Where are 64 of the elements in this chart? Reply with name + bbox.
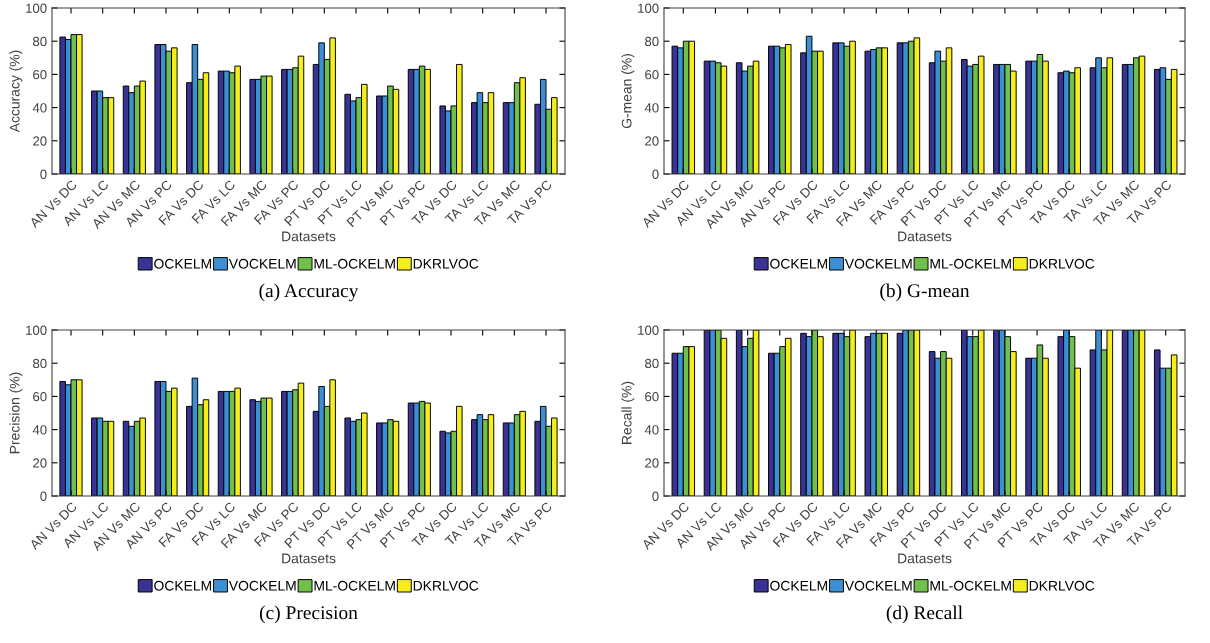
- y-tick-label: 0: [40, 169, 47, 179]
- y-tick-label: 60: [645, 391, 659, 402]
- y-tick-label: 0: [652, 491, 659, 501]
- y-tick-label: 40: [32, 103, 47, 113]
- y-axis-title: Precision (%): [9, 372, 23, 454]
- legend-label: ML-OCKELM: [930, 580, 1011, 591]
- bar: [439, 105, 446, 174]
- y-axis-title: G-mean (%): [621, 54, 635, 129]
- bar: [344, 417, 351, 496]
- text: (d) Recall: [886, 605, 963, 624]
- legend-label: OCKELM: [154, 580, 212, 591]
- text: (c) Precision: [259, 605, 358, 624]
- bar: [1025, 357, 1032, 496]
- x-axis-title: Datasets: [282, 553, 336, 564]
- text: (b) G-mean: [880, 283, 970, 302]
- legend-label: VOCKELM: [228, 580, 296, 591]
- y-tick-label: 20: [33, 136, 47, 146]
- x-axis-title: Datasets: [898, 231, 952, 242]
- bar: [993, 63, 1000, 174]
- x-axis-title: Datasets: [282, 231, 336, 242]
- legend-label: OCKELM: [154, 258, 212, 269]
- y-tick-label: 80: [33, 358, 47, 369]
- bar: [439, 430, 446, 496]
- legend-label: DKRLVOC: [1029, 258, 1095, 269]
- legend-label: DKRLVOC: [413, 580, 479, 591]
- bar: [800, 332, 807, 496]
- x-axis-title: Datasets: [898, 553, 952, 564]
- legend-label: VOCKELM: [844, 580, 912, 591]
- y-tick-label: 80: [645, 358, 659, 369]
- legend-label: DKRLVOC: [1029, 580, 1095, 591]
- bar: [1025, 60, 1032, 174]
- bar: [344, 93, 351, 174]
- y-tick-label: 60: [33, 391, 47, 402]
- y-tick-label: 20: [33, 458, 47, 468]
- y-tick-label: 40: [32, 425, 47, 435]
- y-tick-label: 20: [645, 458, 659, 468]
- y-tick-label: 80: [33, 36, 47, 47]
- y-tick-label: 100: [26, 3, 47, 13]
- legend-label: ML-OCKELM: [930, 258, 1011, 269]
- y-tick-label: 20: [645, 136, 659, 146]
- legend-label: ML-OCKELM: [314, 258, 395, 269]
- legend-label: VOCKELM: [844, 258, 912, 269]
- y-tick-label: 40: [644, 103, 659, 113]
- bar: [864, 336, 872, 496]
- bar: [864, 50, 872, 174]
- y-tick-label: 0: [40, 491, 47, 501]
- legend-label: OCKELM: [770, 580, 828, 591]
- y-tick-label: 100: [26, 325, 47, 335]
- y-tick-label: 100: [638, 325, 659, 335]
- y-tick-label: 80: [645, 36, 659, 47]
- legend-label: ML-OCKELM: [314, 580, 395, 591]
- legend-label: DKRLVOC: [413, 258, 479, 269]
- legend-label: OCKELM: [770, 258, 828, 269]
- y-tick-label: 100: [638, 3, 659, 13]
- y-axis-title: Recall (%): [621, 381, 635, 444]
- y-tick-label: 40: [644, 425, 659, 435]
- y-tick-label: 60: [33, 69, 47, 80]
- y-tick-label: 60: [645, 69, 659, 80]
- legend-label: VOCKELM: [228, 258, 296, 269]
- text: (a) Accuracy: [259, 283, 359, 302]
- y-axis-title: Accuracy (%): [9, 50, 23, 133]
- y-tick-label: 0: [652, 169, 659, 179]
- bar: [249, 78, 256, 174]
- bar: [249, 399, 256, 496]
